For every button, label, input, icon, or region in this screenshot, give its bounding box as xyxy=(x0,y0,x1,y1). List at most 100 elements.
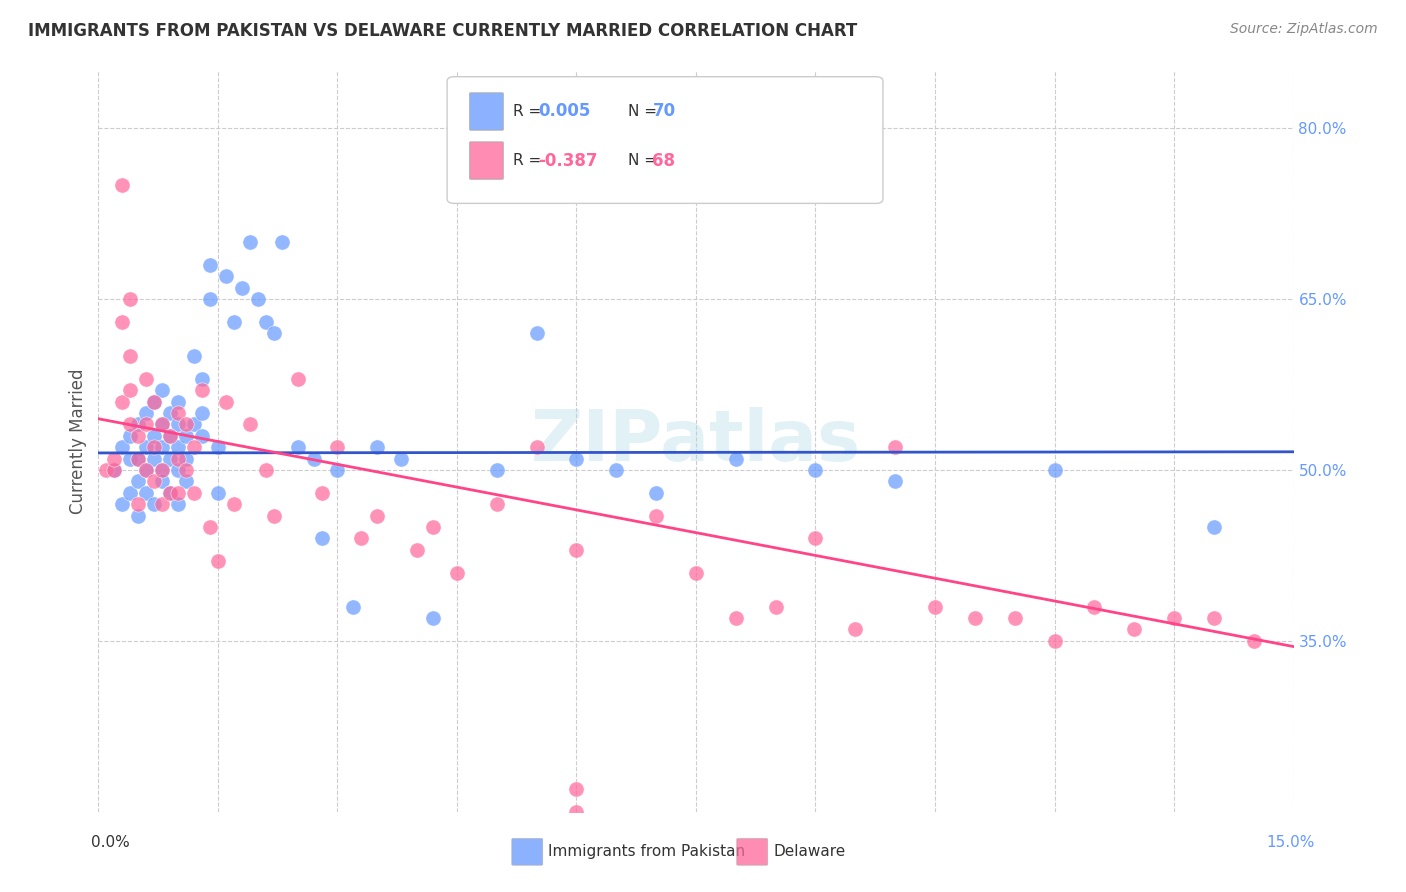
Point xyxy=(111,394,134,409)
Point xyxy=(135,406,157,420)
Point xyxy=(143,475,166,489)
Point xyxy=(485,497,508,511)
Text: N =: N = xyxy=(628,153,662,168)
Point xyxy=(167,463,190,477)
Point xyxy=(159,451,181,466)
Point xyxy=(239,417,262,432)
Point xyxy=(1083,599,1105,614)
Point xyxy=(1243,633,1265,648)
Point xyxy=(159,485,181,500)
Point xyxy=(1163,611,1185,625)
Text: 0.0%: 0.0% xyxy=(91,836,131,850)
Point xyxy=(111,315,134,329)
Point xyxy=(159,429,181,443)
Point xyxy=(167,485,190,500)
Point xyxy=(239,235,262,250)
Point xyxy=(724,451,747,466)
Point xyxy=(685,566,707,580)
Point xyxy=(127,417,149,432)
Point xyxy=(135,440,157,454)
Point xyxy=(605,463,627,477)
Point xyxy=(526,440,548,454)
Text: 68: 68 xyxy=(652,152,675,169)
Point xyxy=(120,485,142,500)
Text: Immigrants from Pakistan: Immigrants from Pakistan xyxy=(548,845,745,859)
Point xyxy=(127,451,149,466)
Point xyxy=(366,508,388,523)
Text: N =: N = xyxy=(628,104,662,119)
Point xyxy=(1043,633,1066,648)
Text: 0.005: 0.005 xyxy=(538,103,591,120)
Point xyxy=(120,429,142,443)
Point xyxy=(222,497,245,511)
Point xyxy=(150,384,173,398)
Point xyxy=(135,372,157,386)
Point xyxy=(183,485,205,500)
Point xyxy=(96,463,118,477)
Point xyxy=(191,372,214,386)
Text: 70: 70 xyxy=(652,103,675,120)
Point xyxy=(446,566,468,580)
Point xyxy=(645,508,668,523)
Point xyxy=(111,178,134,193)
Point xyxy=(120,451,142,466)
Point xyxy=(167,394,190,409)
Point xyxy=(342,599,364,614)
Point xyxy=(263,326,285,341)
Point xyxy=(143,394,166,409)
Point xyxy=(1202,520,1225,534)
Point xyxy=(191,384,214,398)
Point xyxy=(422,611,444,625)
Point xyxy=(254,315,277,329)
Point xyxy=(127,451,149,466)
Point xyxy=(191,406,214,420)
Point xyxy=(143,429,166,443)
Point xyxy=(326,463,349,477)
Point xyxy=(143,394,166,409)
Point xyxy=(366,440,388,454)
Point xyxy=(287,372,309,386)
Point xyxy=(246,292,269,306)
Point xyxy=(183,349,205,363)
Point xyxy=(311,485,333,500)
Point xyxy=(804,532,827,546)
Point xyxy=(270,235,292,250)
Point xyxy=(120,384,142,398)
Point xyxy=(215,394,238,409)
Point xyxy=(804,463,827,477)
Text: Delaware: Delaware xyxy=(773,845,845,859)
Point xyxy=(150,417,173,432)
Point xyxy=(389,451,412,466)
Point xyxy=(287,440,309,454)
Point xyxy=(198,258,221,272)
Point xyxy=(127,497,149,511)
Point xyxy=(350,532,373,546)
Point xyxy=(1202,611,1225,625)
Point xyxy=(143,497,166,511)
Point xyxy=(222,315,245,329)
Point xyxy=(924,599,946,614)
Text: 15.0%: 15.0% xyxy=(1267,836,1315,850)
Point xyxy=(174,475,197,489)
Point xyxy=(485,463,508,477)
Point xyxy=(150,463,173,477)
Point xyxy=(406,542,429,557)
Point xyxy=(207,440,229,454)
Point xyxy=(183,417,205,432)
Point xyxy=(198,520,221,534)
Point xyxy=(150,440,173,454)
Point xyxy=(526,326,548,341)
Point xyxy=(159,485,181,500)
Point xyxy=(127,475,149,489)
Text: IMMIGRANTS FROM PAKISTAN VS DELAWARE CURRENTLY MARRIED CORRELATION CHART: IMMIGRANTS FROM PAKISTAN VS DELAWARE CUR… xyxy=(28,22,858,40)
Point xyxy=(422,520,444,534)
Point xyxy=(150,463,173,477)
Point xyxy=(120,292,142,306)
Point xyxy=(1043,463,1066,477)
Point xyxy=(135,463,157,477)
Point xyxy=(198,292,221,306)
Point xyxy=(191,429,214,443)
Point xyxy=(167,440,190,454)
Y-axis label: Currently Married: Currently Married xyxy=(69,368,87,515)
Point xyxy=(254,463,277,477)
